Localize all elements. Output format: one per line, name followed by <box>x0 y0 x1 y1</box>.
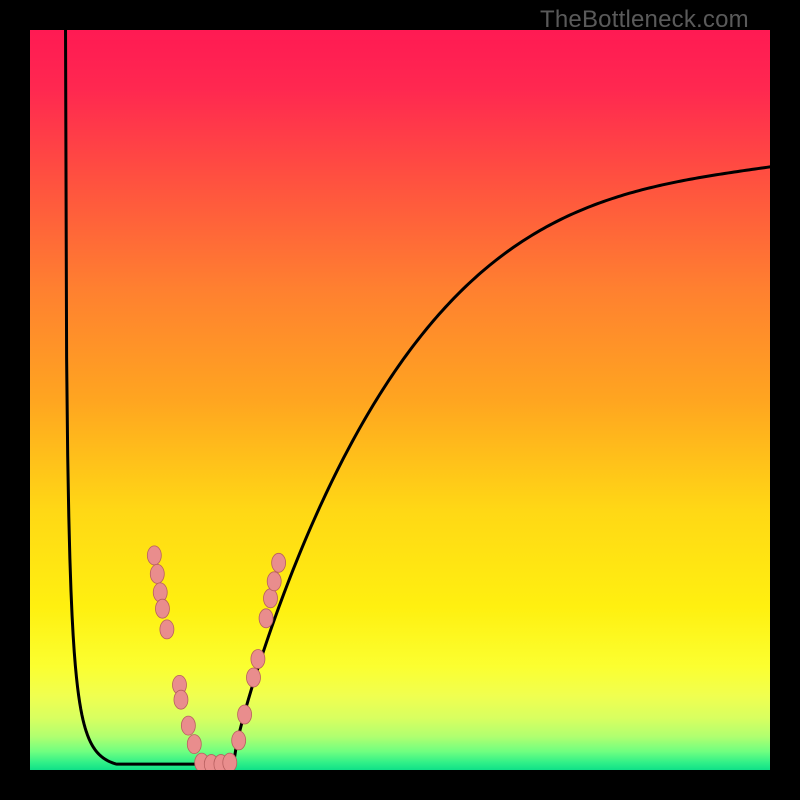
data-marker <box>272 553 286 572</box>
data-marker <box>155 599 169 618</box>
plot-area <box>30 30 770 770</box>
data-marker <box>246 668 260 687</box>
data-marker <box>251 650 265 669</box>
data-marker <box>223 753 237 770</box>
data-marker <box>238 705 252 724</box>
data-marker <box>232 731 246 750</box>
watermark-text: TheBottleneck.com <box>540 6 749 34</box>
data-marker <box>181 716 195 735</box>
data-marker <box>187 735 201 754</box>
data-marker <box>174 690 188 709</box>
data-marker <box>264 589 278 608</box>
data-marker <box>147 546 161 565</box>
data-marker <box>150 564 164 583</box>
data-marker <box>259 609 273 628</box>
data-marker <box>267 572 281 591</box>
bottleneck-curve-svg <box>30 30 770 770</box>
data-marker <box>160 620 174 639</box>
bottleneck-curve <box>66 30 770 764</box>
data-marker <box>153 583 167 602</box>
marker-cluster-group <box>147 546 285 770</box>
